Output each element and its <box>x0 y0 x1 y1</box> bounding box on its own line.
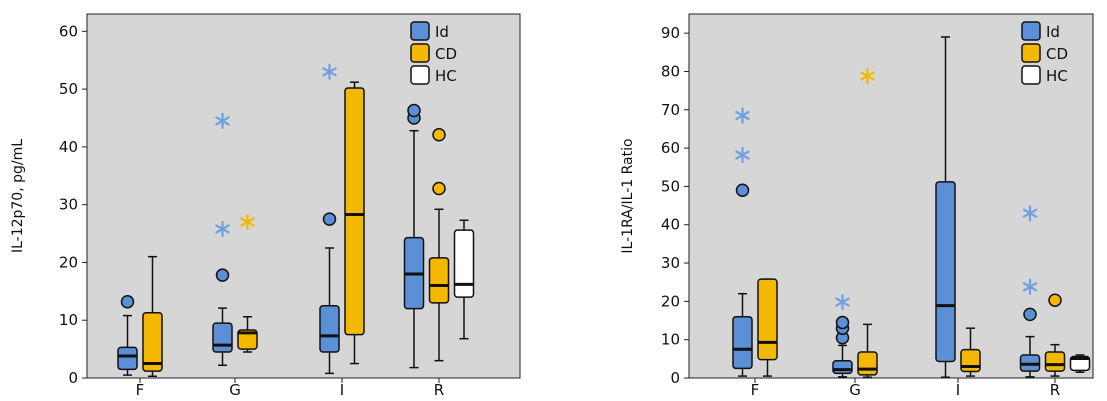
box-i-id <box>319 63 340 375</box>
outlier-circle <box>1048 293 1062 307</box>
box-r-hc <box>453 219 475 340</box>
y-tick-label: 50 <box>59 80 78 98</box>
outlier-star <box>735 107 750 124</box>
outlier-star <box>1022 278 1038 295</box>
x-tick-label: F <box>751 381 760 397</box>
legend-swatch-cd <box>410 43 430 63</box>
box-g-id <box>212 112 233 367</box>
box <box>857 351 878 376</box>
box <box>212 322 233 353</box>
chart-1: 0 10 20 30 40 50 60 IL-12p70, pg/mL F G I R Id CD HC <box>10 13 521 399</box>
box-r-cd <box>1044 293 1066 377</box>
outlier-circle <box>407 103 421 118</box>
box <box>1069 355 1091 372</box>
x-tick-label: I <box>956 381 960 397</box>
outlier-circle <box>735 183 750 198</box>
y-tick-label: 60 <box>59 22 78 40</box>
box <box>344 87 365 336</box>
legend-label-id: Id <box>435 23 449 41</box>
y-tick-label: 20 <box>59 253 78 271</box>
box <box>142 311 163 372</box>
box <box>319 305 340 353</box>
x-tick-label: R <box>1050 381 1060 397</box>
box <box>960 348 981 373</box>
legend-label-id: Id <box>1046 23 1060 41</box>
box-f-cd <box>757 278 778 377</box>
y-axis-title: IL-12p70, pg/mL <box>10 139 26 253</box>
legend-label-cd: CD <box>1046 45 1068 63</box>
legend-swatch-hc <box>410 65 430 85</box>
box <box>757 278 778 361</box>
x-tick-label: I <box>340 381 344 397</box>
y-tick-label: 80 <box>661 62 680 80</box>
box <box>935 181 956 363</box>
y-tick-label: 20 <box>661 292 680 310</box>
outlier-star <box>322 63 337 80</box>
outlier-star <box>240 213 255 231</box>
box <box>1044 351 1066 372</box>
box-i-cd <box>960 327 981 377</box>
legend-label-cd: CD <box>435 45 457 63</box>
box-g-id <box>832 294 853 378</box>
outlier-star <box>735 146 750 164</box>
y-tick-label: 40 <box>59 138 78 156</box>
box-g-cd <box>237 213 258 353</box>
box-r-id <box>1019 205 1041 378</box>
y-tick-label: 70 <box>661 101 680 119</box>
outlier-star <box>215 220 230 237</box>
legend-label-hc: HC <box>435 67 457 85</box>
box <box>453 229 475 298</box>
outlier-star <box>860 68 875 85</box>
legend: Id CD HC <box>410 21 457 85</box>
outlier-circle <box>1023 307 1037 322</box>
x-tick-label: G <box>229 381 241 397</box>
box-r-id <box>403 103 425 369</box>
legend-swatch-id <box>410 21 430 41</box>
outlier-star <box>1022 205 1038 222</box>
outlier-circle <box>215 268 230 282</box>
box-g-cd <box>857 68 878 378</box>
outlier-star <box>215 112 230 129</box>
x-tick-label: R <box>434 381 444 397</box>
box-i-id <box>935 36 956 378</box>
x-tick-label: G <box>849 381 861 397</box>
outlier-circle <box>322 212 337 226</box>
box-f-id <box>117 294 138 376</box>
y-tick-label: 30 <box>59 196 78 214</box>
y-tick-label: 40 <box>661 216 680 234</box>
box <box>428 257 450 304</box>
y-tick-label: 60 <box>661 139 680 157</box>
box-f-id <box>732 107 753 377</box>
box <box>832 360 853 375</box>
x-tick-label: F <box>136 381 145 397</box>
outlier-circle <box>432 181 446 196</box>
y-tick-label: 30 <box>661 254 680 272</box>
outlier-circle <box>432 128 446 142</box>
box-i-cd <box>344 81 365 365</box>
legend-swatch-id <box>1021 21 1041 41</box>
y-tick-label: 50 <box>661 177 680 195</box>
box-r-hc <box>1069 354 1091 374</box>
y-tick-label: 10 <box>59 311 78 329</box>
box-r-cd <box>428 128 450 362</box>
y-tick-label: 10 <box>661 331 680 349</box>
box <box>237 329 258 350</box>
y-axis-title: IL-1RA/IL-1 Ratio <box>620 138 636 253</box>
chart-2: 0 10 20 30 40 50 60 70 80 90 IL-1RA/IL-1 Ratio F G I R… <box>620 13 1094 399</box>
y-tick-label: 90 <box>661 24 680 42</box>
outlier-circle <box>835 315 850 330</box>
box <box>732 315 753 370</box>
outlier-circle <box>120 294 135 309</box>
y-tick-label: 0 <box>670 369 680 387</box>
legend-swatch-cd <box>1021 43 1041 63</box>
legend-swatch-hc <box>1021 65 1041 85</box>
y-tick-label: 0 <box>68 369 78 387</box>
legend: Id CD HC <box>1021 21 1068 85</box>
box-f-cd <box>142 255 163 378</box>
box <box>117 346 138 371</box>
legend-label-hc: HC <box>1046 67 1068 85</box>
outlier-star <box>835 294 850 311</box>
